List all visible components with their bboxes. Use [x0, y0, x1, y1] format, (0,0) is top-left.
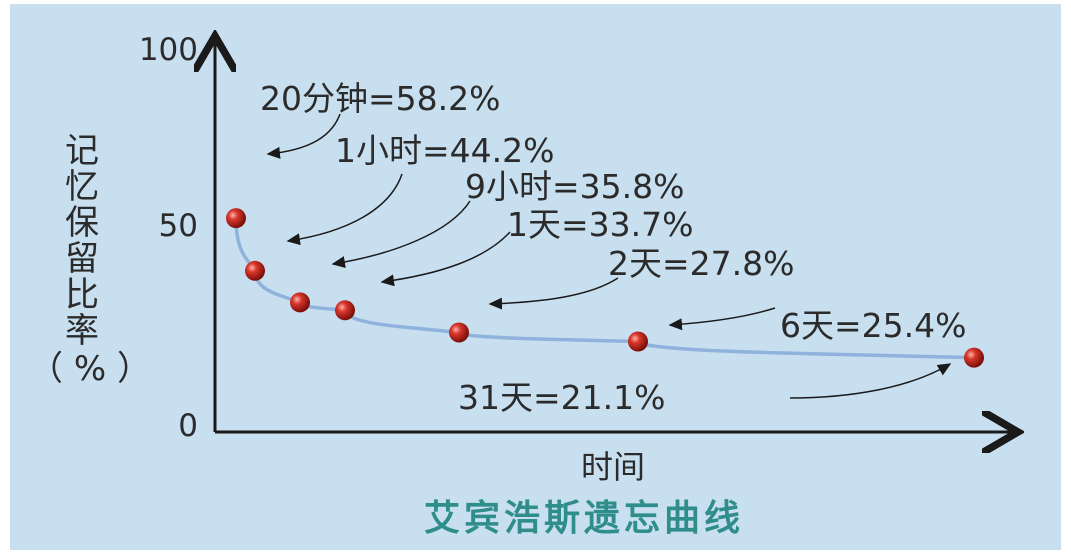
data-points [226, 208, 984, 368]
y-label-char: 记 [65, 131, 99, 171]
chart-title: 艾宾浩斯遗忘曲线 [424, 497, 744, 539]
annotation-label: 1天=33.7% [507, 205, 693, 244]
y-label-char: 留 [65, 239, 99, 279]
data-point-6天 [628, 331, 648, 352]
chart-panel: 100 50 0 记 忆 保 留 比 率 （ % ） 时间 艾宾浩斯遗忘曲线 [10, 4, 1061, 550]
data-point-1小时 [245, 260, 265, 281]
data-point-31天 [964, 347, 984, 368]
y-tick-label-100: 100 [139, 32, 198, 68]
y-tick-label-50: 50 [159, 208, 198, 244]
y-label-char: 保 [65, 203, 99, 243]
data-point-9小时 [290, 292, 310, 313]
x-axis-label: 时间 [581, 448, 645, 486]
y-label-char: 比 [65, 275, 99, 315]
y-label-char: 率 [65, 311, 99, 351]
annotation-arrow [266, 113, 341, 159]
data-point-2天 [449, 322, 469, 343]
annotation-arrow [331, 200, 471, 269]
annotation-label: 9小时=35.8% [465, 167, 684, 206]
annotation-label: 20分钟=58.2% [260, 79, 500, 118]
annotation-arrow [488, 277, 619, 310]
annotation-arrow [668, 307, 776, 331]
annotation-label: 31天=21.1% [458, 378, 665, 417]
y-label-char: 忆 [65, 167, 99, 207]
annotation-arrow [286, 173, 403, 246]
annotation-arrow [789, 363, 952, 399]
annotation-label: 1小时=44.2% [335, 131, 554, 170]
forgetting-curve-chart: 100 50 0 记 忆 保 留 比 率 （ % ） 时间 艾宾浩斯遗忘曲线 [29, 4, 1061, 539]
annotation-layer: 20分钟=58.2% 1小时=44.2% 9小时=35.8% 1天=33.7% … [260, 79, 966, 417]
y-tick-label-0: 0 [178, 408, 198, 444]
annotation-arrow [380, 231, 511, 287]
y-label-unit: （ % ） [29, 349, 151, 389]
data-point-1天 [335, 300, 355, 321]
y-axis-label: 记 忆 保 留 比 率 （ % ） [29, 131, 151, 389]
annotation-label: 2天=27.8% [608, 244, 794, 283]
data-point-20分钟 [226, 208, 246, 229]
annotation-label: 6天=25.4% [780, 306, 966, 345]
